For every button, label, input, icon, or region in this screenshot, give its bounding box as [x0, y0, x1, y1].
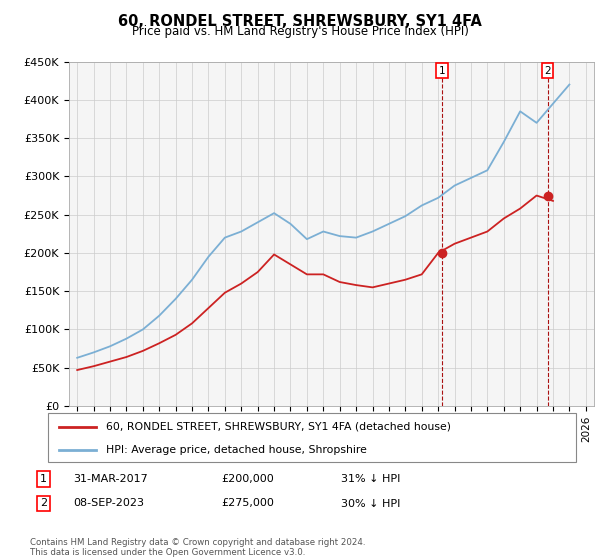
- Text: Contains HM Land Registry data © Crown copyright and database right 2024.
This d: Contains HM Land Registry data © Crown c…: [30, 538, 365, 557]
- Text: 08-SEP-2023: 08-SEP-2023: [74, 498, 145, 508]
- Text: 30% ↓ HPI: 30% ↓ HPI: [341, 498, 401, 508]
- Text: 60, RONDEL STREET, SHREWSBURY, SY1 4FA: 60, RONDEL STREET, SHREWSBURY, SY1 4FA: [118, 14, 482, 29]
- Text: 31% ↓ HPI: 31% ↓ HPI: [341, 474, 401, 484]
- Text: 60, RONDEL STREET, SHREWSBURY, SY1 4FA (detached house): 60, RONDEL STREET, SHREWSBURY, SY1 4FA (…: [106, 422, 451, 432]
- Text: 1: 1: [40, 474, 47, 484]
- Text: 1: 1: [439, 66, 446, 76]
- Text: 31-MAR-2017: 31-MAR-2017: [74, 474, 148, 484]
- Text: HPI: Average price, detached house, Shropshire: HPI: Average price, detached house, Shro…: [106, 445, 367, 455]
- Text: £275,000: £275,000: [221, 498, 274, 508]
- FancyBboxPatch shape: [48, 413, 576, 462]
- Text: 2: 2: [40, 498, 47, 508]
- Text: 2: 2: [544, 66, 551, 76]
- Text: Price paid vs. HM Land Registry's House Price Index (HPI): Price paid vs. HM Land Registry's House …: [131, 25, 469, 38]
- Text: £200,000: £200,000: [221, 474, 274, 484]
